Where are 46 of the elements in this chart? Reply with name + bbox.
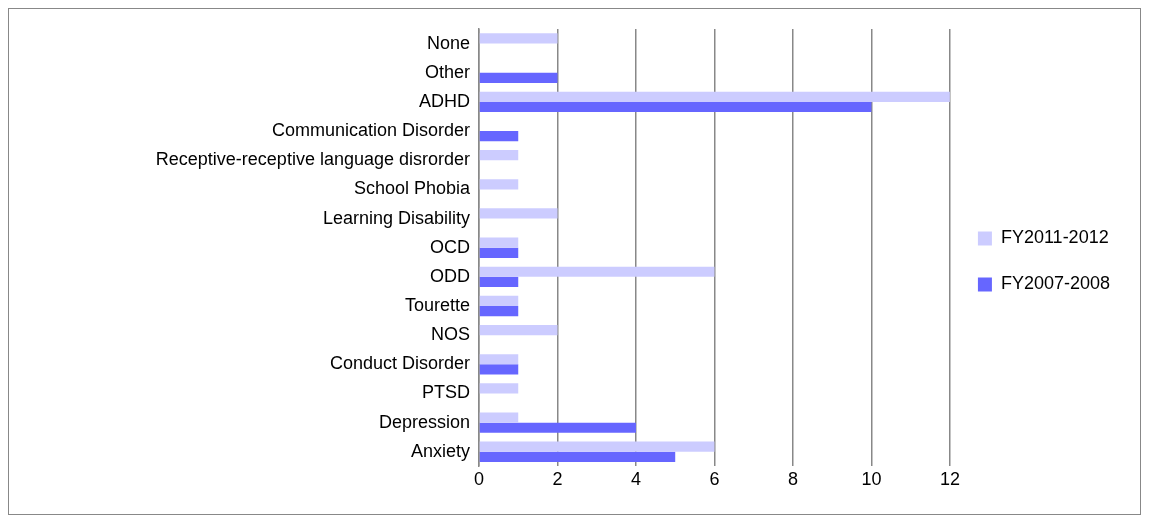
x-tick-label: 2 <box>552 469 563 490</box>
x-tick-label: 0 <box>473 469 485 490</box>
bar <box>479 247 519 258</box>
y-tick-label: OCD <box>430 236 470 257</box>
x-tick-label: 12 <box>939 469 960 490</box>
bar <box>479 150 519 161</box>
bar <box>479 276 519 288</box>
bar <box>479 72 558 83</box>
x-tick-label: 8 <box>787 469 798 490</box>
bar <box>479 451 676 463</box>
bar <box>479 237 519 248</box>
bar <box>479 179 519 190</box>
bar <box>479 364 519 375</box>
bar <box>479 354 519 365</box>
y-tick-label: Conduct Disorder <box>329 353 471 374</box>
bar <box>479 266 715 277</box>
y-tick-label: Communication Disorder <box>271 120 470 141</box>
bar <box>479 306 519 317</box>
x-tick-label: 6 <box>709 469 720 490</box>
y-tick-label: ODD <box>430 265 470 286</box>
y-tick-label: Receptive-receptive language disrorder <box>155 149 470 170</box>
y-tick-label: Learning Disability <box>322 207 470 228</box>
legend-label: FY2007-2008 <box>1000 273 1111 294</box>
y-tick-label: None <box>426 32 470 53</box>
x-tick-label: 4 <box>630 469 641 490</box>
y-tick-label: NOS <box>430 324 470 345</box>
y-tick-label: PTSD <box>421 382 470 403</box>
bar <box>479 422 636 433</box>
bar <box>479 33 558 44</box>
bar <box>479 383 519 394</box>
y-tick-label: Depression <box>378 411 470 432</box>
bar <box>479 101 872 113</box>
y-tick-label: School Phobia <box>353 178 471 199</box>
x-tick-label: 10 <box>861 469 882 490</box>
bar <box>479 131 519 142</box>
bar <box>479 441 715 452</box>
legend-label: FY2011-2012 <box>1000 227 1109 248</box>
bar <box>479 295 519 307</box>
bar <box>479 91 950 102</box>
y-tick-label: ADHD <box>418 90 470 111</box>
y-tick-label: Anxiety <box>410 440 470 461</box>
y-tick-label: Other <box>424 61 470 82</box>
bar <box>479 208 558 219</box>
bar <box>479 412 519 423</box>
bar <box>479 324 558 336</box>
y-tick-label: Tourette <box>404 294 470 315</box>
